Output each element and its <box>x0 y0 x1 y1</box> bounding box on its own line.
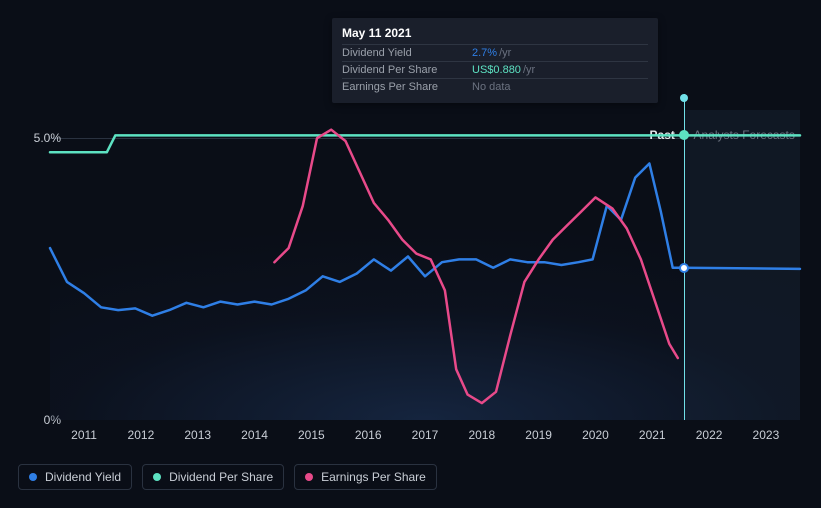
x-tick-2019: 2019 <box>525 428 552 442</box>
tooltip-row-1: Dividend Per ShareUS$0.880/yr <box>342 61 648 78</box>
plot-area[interactable]: Past Analysts Forecasts <box>50 110 800 420</box>
legend-dot-icon <box>305 473 313 481</box>
legend-label: Dividend Per Share <box>169 470 273 484</box>
guideline-dot <box>680 94 688 102</box>
tooltip-row-value: 2.7% <box>472 47 497 59</box>
tooltip-row-label: Dividend Yield <box>342 47 472 59</box>
x-tick-2018: 2018 <box>468 428 495 442</box>
x-tick-2022: 2022 <box>696 428 723 442</box>
series-dividend_yield <box>50 164 800 316</box>
legend-earnings_per_share[interactable]: Earnings Per Share <box>294 464 437 490</box>
tooltip-title: May 11 2021 <box>342 26 648 40</box>
chart-legend: Dividend Yield Dividend Per Share Earnings… <box>18 464 437 490</box>
tooltip-row-value: No data <box>472 81 511 93</box>
legend-label: Dividend Yield <box>45 470 121 484</box>
legend-dot-icon <box>29 473 37 481</box>
dividend-chart: 5.0% 0% Past Analysts Forecasts 20112012… <box>0 0 821 508</box>
x-tick-2020: 2020 <box>582 428 609 442</box>
x-tick-2016: 2016 <box>355 428 382 442</box>
series-dot-dividend_per_share <box>679 130 689 140</box>
series-earnings_per_share <box>274 130 677 403</box>
legend-dot-icon <box>153 473 161 481</box>
chart-tooltip: May 11 2021 Dividend Yield2.7%/yrDividen… <box>332 18 658 103</box>
tooltip-row-unit: /yr <box>523 64 535 76</box>
legend-dividend_per_share[interactable]: Dividend Per Share <box>142 464 284 490</box>
tooltip-row-unit: /yr <box>499 47 511 59</box>
tooltip-row-label: Dividend Per Share <box>342 64 472 76</box>
x-tick-2017: 2017 <box>412 428 439 442</box>
x-tick-2021: 2021 <box>639 428 666 442</box>
legend-dividend_yield[interactable]: Dividend Yield <box>18 464 132 490</box>
x-tick-2015: 2015 <box>298 428 325 442</box>
x-tick-2023: 2023 <box>753 428 780 442</box>
tooltip-row-2: Earnings Per ShareNo data <box>342 78 648 95</box>
legend-label: Earnings Per Share <box>321 470 426 484</box>
x-tick-2012: 2012 <box>128 428 155 442</box>
x-tick-2014: 2014 <box>241 428 268 442</box>
x-tick-2013: 2013 <box>184 428 211 442</box>
x-tick-2011: 2011 <box>71 428 97 442</box>
tooltip-row-0: Dividend Yield2.7%/yr <box>342 44 648 61</box>
series-dot-dividend_yield <box>679 263 689 273</box>
tooltip-row-value: US$0.880 <box>472 64 521 76</box>
tooltip-row-label: Earnings Per Share <box>342 81 472 93</box>
